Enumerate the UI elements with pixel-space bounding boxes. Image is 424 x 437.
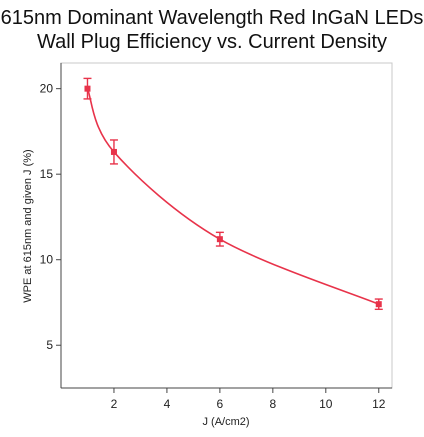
axis-ticks: 2 4 6 8 10 12 5 10 15 20	[40, 82, 386, 411]
x-tick-label-2: 6	[217, 397, 224, 411]
x-tick-label-0: 2	[111, 397, 118, 411]
series-group	[83, 77, 383, 311]
data-point-0	[84, 85, 91, 92]
plot-frame	[60, 62, 393, 389]
chart-title-line-2: Wall Plug Efficiency vs. Current Density	[36, 31, 388, 53]
y-tick-label-3: 20	[40, 82, 54, 96]
y-tick-label-2: 15	[40, 167, 54, 181]
x-axis-label: J (A/cm2)	[202, 416, 249, 428]
series-line-0	[86, 88, 380, 305]
x-tick-label-3: 8	[269, 397, 276, 411]
y-axis-label: WPE at 615nm and given J (%)	[22, 149, 34, 302]
y-tick-label-0: 5	[46, 338, 53, 352]
data-point-2	[216, 236, 223, 243]
x-tick-label-5: 12	[372, 397, 386, 411]
x-tick-label-1: 4	[164, 397, 171, 411]
y-tick-label-1: 10	[40, 253, 54, 267]
x-tick-label-4: 10	[319, 397, 333, 411]
chart-title-line-1: 615nm Dominant Wavelength Red InGaN LEDs	[0, 7, 424, 29]
data-point-3	[375, 301, 382, 308]
data-point-1	[110, 148, 117, 155]
